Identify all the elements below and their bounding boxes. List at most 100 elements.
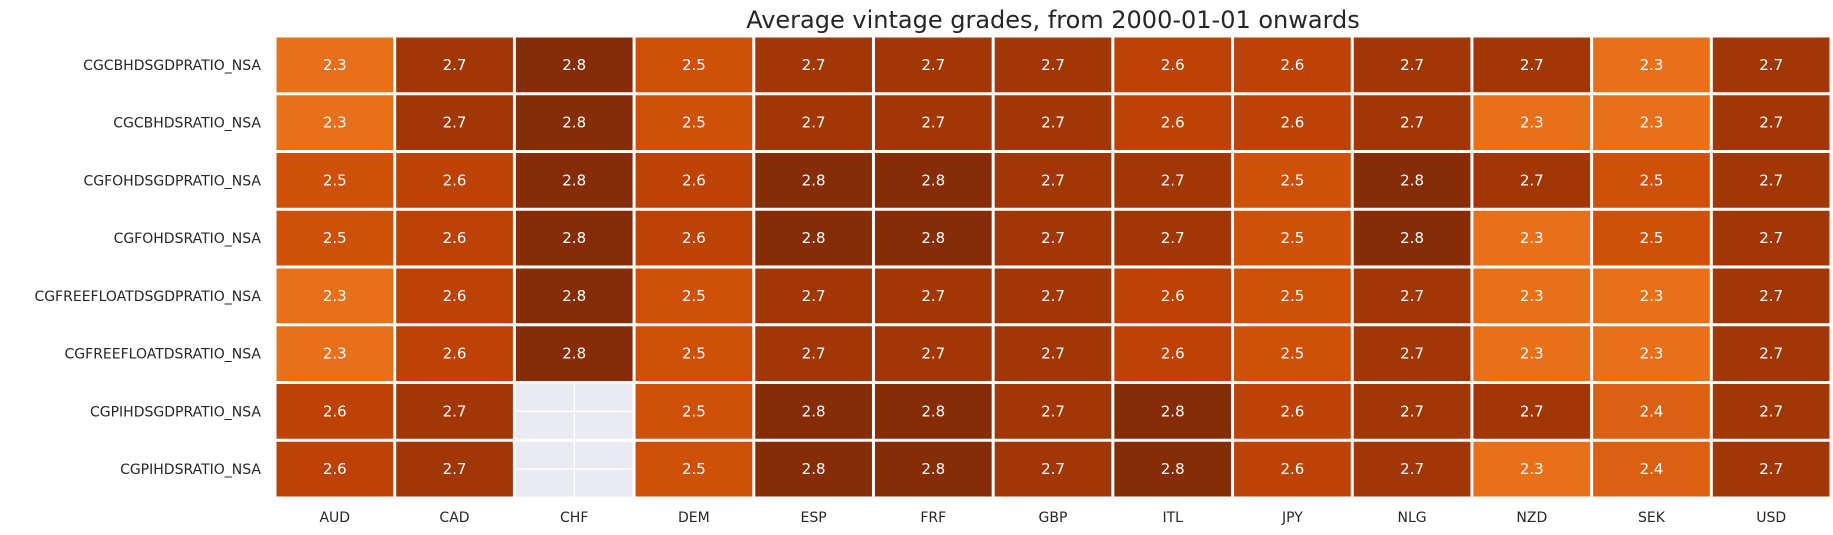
cell-value-label: 2.5 <box>1640 229 1664 247</box>
cell-value-label: 2.7 <box>1520 402 1544 420</box>
heatmap-cell <box>1473 326 1591 381</box>
cell-value-label: 2.8 <box>1400 171 1424 189</box>
heatmap-cell <box>1712 268 1830 324</box>
cell-value-label: 2.7 <box>1520 56 1544 74</box>
cell-value-label: 2.7 <box>1520 171 1544 189</box>
heatmap-cell <box>1234 268 1351 324</box>
cell-value-label: 2.5 <box>1280 229 1304 247</box>
heatmap-cell <box>635 153 753 208</box>
heatmap-cell <box>276 153 394 208</box>
cell-value-label: 2.7 <box>1400 287 1424 305</box>
column-label: DEM <box>678 510 710 526</box>
heatmap-cell <box>1712 210 1830 266</box>
heatmap-cell <box>635 441 753 497</box>
cell-value-label: 2.7 <box>1400 460 1424 478</box>
cell-value-label: 2.3 <box>1640 56 1664 74</box>
heatmap-cell <box>1473 441 1591 497</box>
cell-value-label: 2.6 <box>443 345 467 363</box>
cell-value-label: 2.7 <box>921 345 945 363</box>
heatmap-cell <box>994 37 1112 93</box>
heatmap-cell <box>1114 384 1232 439</box>
cell-value-label: 2.8 <box>802 460 826 478</box>
cell-value-label: 2.5 <box>682 114 706 132</box>
column-label: CHF <box>560 510 588 526</box>
heatmap-cell <box>1353 268 1471 324</box>
heatmap-cell <box>635 326 753 381</box>
heatmap-cell <box>1114 153 1232 208</box>
cell-value-label: 2.7 <box>1041 114 1065 132</box>
heatmap-cell <box>635 37 753 93</box>
heatmap-cell <box>994 326 1112 381</box>
heatmap-cell <box>276 384 394 439</box>
cell-value-label: 2.3 <box>1520 345 1544 363</box>
missing-cells <box>514 382 635 498</box>
cell-value-label: 2.5 <box>1280 345 1304 363</box>
cell-value-label: 2.8 <box>802 229 826 247</box>
cell-value-label: 2.6 <box>443 229 467 247</box>
cell-value-label: 2.6 <box>1161 114 1185 132</box>
cell-value-label: 2.7 <box>802 345 826 363</box>
heatmap-cell <box>755 37 872 93</box>
row-label: CGFOHDSRATIO_NSA <box>114 231 262 247</box>
heatmap-cell <box>1712 95 1830 150</box>
column-label: USD <box>1756 510 1786 526</box>
heatmap-cell <box>874 153 992 208</box>
cell-value-label: 2.6 <box>1280 402 1304 420</box>
heatmap-cell <box>874 37 992 93</box>
column-label: NLG <box>1398 510 1427 526</box>
heatmap-cell <box>396 268 513 324</box>
heatmap-cell <box>635 95 753 150</box>
cell-value-label: 2.7 <box>1041 345 1065 363</box>
cell-value-label: 2.3 <box>1640 114 1664 132</box>
heatmap-cells <box>276 37 1830 497</box>
cell-value-label: 2.3 <box>1640 287 1664 305</box>
heatmap-cell <box>1114 268 1232 324</box>
cell-value-label: 2.7 <box>1759 229 1783 247</box>
cell-value-label: 2.7 <box>1041 460 1065 478</box>
cell-value-label: 2.3 <box>323 287 347 305</box>
cell-value-label: 2.8 <box>921 229 945 247</box>
heatmap-cell <box>1114 210 1232 266</box>
cell-value-label: 2.7 <box>443 402 467 420</box>
cell-value-label: 2.8 <box>802 171 826 189</box>
cell-value-label: 2.8 <box>562 114 586 132</box>
heatmap-cell <box>994 95 1112 150</box>
cell-value-label: 2.5 <box>682 287 706 305</box>
heatmap-cell <box>396 37 513 93</box>
column-label: CAD <box>439 510 469 526</box>
cell-value-label: 2.7 <box>921 56 945 74</box>
cell-value-label: 2.5 <box>1280 287 1304 305</box>
heatmap-cell <box>396 384 513 439</box>
row-label: CGFREEFLOATDSGDPRATIO_NSA <box>34 289 261 305</box>
heatmap-cell <box>396 210 513 266</box>
cell-value-label: 2.7 <box>1161 171 1185 189</box>
column-label: GBP <box>1039 510 1068 526</box>
heatmap-cell <box>755 441 872 497</box>
cell-value-label: 2.7 <box>802 56 826 74</box>
heatmap-cell <box>396 326 513 381</box>
row-label: CGPIHDSRATIO_NSA <box>120 462 261 478</box>
heatmap-cell <box>1712 37 1830 93</box>
cell-value-label: 2.7 <box>802 114 826 132</box>
cell-value-label: 2.8 <box>562 229 586 247</box>
heatmap-cell <box>1593 326 1710 381</box>
cell-value-label: 2.7 <box>802 287 826 305</box>
heatmap-cell <box>1114 37 1232 93</box>
heatmap-cell <box>396 95 513 150</box>
cell-value-label: 2.5 <box>323 171 347 189</box>
chart-title: Average vintage grades, from 2000-01-01 … <box>746 6 1360 34</box>
column-label: FRF <box>920 510 946 526</box>
heatmap-cell <box>755 153 872 208</box>
cell-value-label: 2.8 <box>1400 229 1424 247</box>
heatmap-cell <box>1593 37 1710 93</box>
heatmap-cell <box>1712 153 1830 208</box>
heatmap-cell <box>515 326 633 381</box>
heatmap-cell <box>1353 95 1471 150</box>
heatmap-cell <box>994 210 1112 266</box>
row-labels: CGCBHDSGDPRATIO_NSA CGCBHDSRATIO_NSA CGFOH… <box>34 58 261 478</box>
cell-value-label: 2.8 <box>562 287 586 305</box>
cell-value-label: 2.8 <box>562 56 586 74</box>
heatmap-cell <box>1353 153 1471 208</box>
heatmap-cell <box>755 95 872 150</box>
heatmap-cell <box>1353 441 1471 497</box>
